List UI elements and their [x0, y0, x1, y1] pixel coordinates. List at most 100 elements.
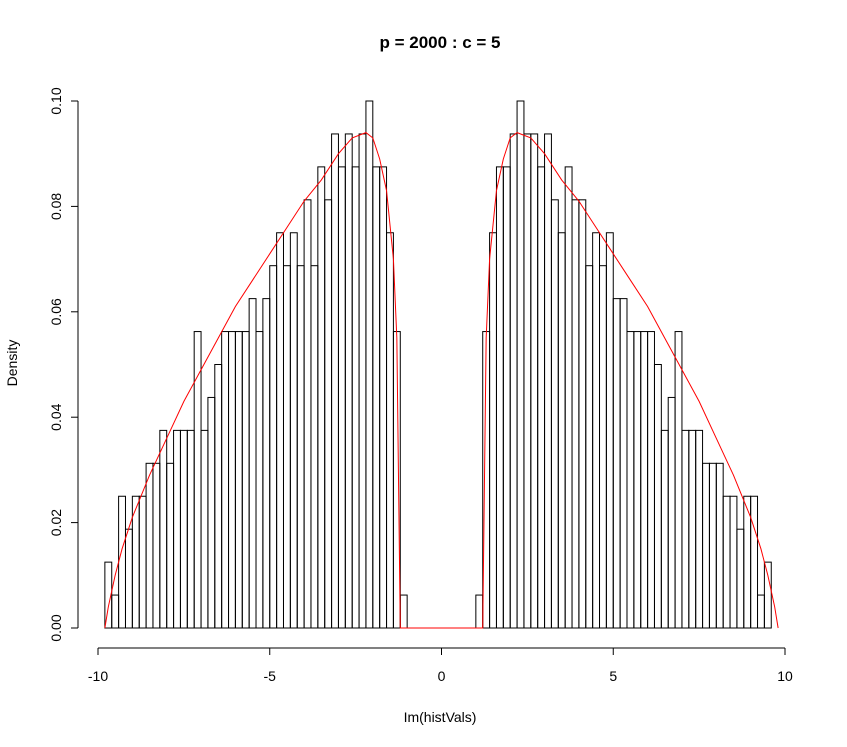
histogram-bar — [647, 331, 655, 629]
histogram-bar — [379, 166, 388, 629]
histogram-bar — [296, 265, 305, 629]
histogram-bar — [310, 265, 319, 629]
histogram-bar — [248, 298, 257, 629]
histogram-bar — [571, 199, 580, 629]
histogram-bar — [702, 462, 710, 629]
histogram-bar — [729, 495, 738, 629]
histogram-bar — [207, 396, 216, 629]
histogram-bar — [667, 396, 676, 629]
histogram-bar — [502, 166, 511, 629]
x-axis-label: Im(histVals) — [404, 709, 477, 725]
histogram-bar — [757, 594, 765, 629]
histogram-bar — [715, 462, 724, 629]
histogram-bar — [317, 166, 326, 629]
histogram-bar — [633, 331, 642, 629]
histogram-bars — [104, 100, 772, 629]
histogram-bar — [681, 429, 690, 629]
histogram-bar — [599, 265, 607, 629]
y-tick-label: 0.06 — [48, 298, 64, 325]
histogram-bar — [516, 100, 525, 629]
histogram-bar — [166, 462, 175, 629]
y-tick-label: 0.08 — [48, 193, 64, 220]
histogram-bar — [523, 133, 532, 629]
histogram-bar — [750, 495, 759, 629]
histogram-bar — [200, 429, 209, 629]
histogram-bar — [282, 265, 291, 629]
histogram-bar — [674, 331, 683, 629]
histogram-bar — [695, 429, 704, 629]
y-tick-label: 0.10 — [48, 87, 64, 114]
histogram-bar — [530, 133, 539, 629]
histogram-bar — [475, 594, 484, 629]
y-axis: 0.00 0.02 0.04 0.06 0.08 0.10 — [48, 87, 79, 642]
histogram-bar — [550, 199, 559, 629]
histogram-bar — [640, 331, 649, 629]
histogram-bar — [331, 133, 339, 629]
histogram-bar — [495, 166, 504, 629]
histogram-bar — [255, 331, 264, 629]
histogram-bar — [399, 594, 408, 629]
x-tick-label: 0 — [438, 668, 446, 684]
histogram-bar — [688, 429, 697, 629]
histogram-bar — [214, 364, 223, 629]
histogram-bar — [557, 232, 566, 629]
histogram-bar — [365, 100, 374, 629]
histogram-bar — [234, 331, 243, 629]
histogram-bar — [324, 199, 333, 629]
x-tick-label: -5 — [264, 668, 277, 684]
histogram-bar — [159, 429, 168, 629]
histogram-bar — [111, 594, 120, 629]
histogram-bar — [605, 232, 614, 629]
histogram-bar — [138, 495, 147, 629]
histogram-bar — [262, 298, 271, 629]
histogram-bar — [289, 232, 298, 629]
histogram-bar — [544, 133, 552, 629]
histogram-bar — [736, 528, 745, 629]
histogram-bar — [372, 166, 381, 629]
histogram-bar — [186, 429, 195, 629]
histogram-bar — [337, 166, 346, 629]
y-tick-label: 0.02 — [48, 509, 64, 536]
histogram-bar — [626, 331, 635, 629]
histogram-bar — [722, 495, 731, 629]
histogram-bar — [585, 265, 594, 629]
histogram-bar — [592, 232, 601, 629]
histogram-bar — [221, 331, 230, 629]
histogram-bar — [578, 199, 587, 629]
histogram-bar — [489, 232, 497, 629]
x-tick-label: 10 — [777, 668, 793, 684]
histogram-bar — [276, 232, 284, 629]
histogram-bar — [619, 298, 628, 629]
histogram-bar — [358, 133, 367, 629]
histogram-bar — [386, 232, 394, 629]
histogram-bar — [708, 462, 717, 629]
histogram-bar — [145, 462, 154, 629]
histogram-bar — [173, 429, 181, 629]
histogram-bar — [179, 429, 188, 629]
histogram-bar — [303, 199, 312, 629]
x-tick-label: -10 — [88, 668, 108, 684]
histogram-bar — [537, 166, 546, 629]
y-tick-label: 0.04 — [48, 403, 64, 430]
x-axis: -10 -5 0 5 10 — [88, 647, 793, 684]
histogram-bar — [228, 331, 236, 629]
histogram-bar — [564, 166, 573, 629]
density-curve — [104, 132, 779, 629]
histogram-bar — [124, 528, 133, 629]
histogram-bar — [612, 298, 621, 629]
histogram-bar — [152, 462, 161, 629]
chart-title: p = 2000 : c = 5 — [380, 33, 501, 52]
y-axis-label: Density — [4, 340, 20, 387]
histogram-bar — [351, 166, 360, 629]
histogram-bar — [344, 133, 353, 629]
histogram-bar — [763, 561, 772, 629]
histogram-bar — [241, 331, 250, 629]
histogram-bar — [269, 265, 278, 629]
histogram-bar — [118, 495, 126, 629]
x-tick-label: 5 — [609, 668, 617, 684]
histogram-bar — [653, 364, 662, 629]
y-tick-label: 0.00 — [48, 614, 64, 641]
histogram-bar — [509, 133, 518, 629]
histogram-bar — [660, 429, 669, 629]
